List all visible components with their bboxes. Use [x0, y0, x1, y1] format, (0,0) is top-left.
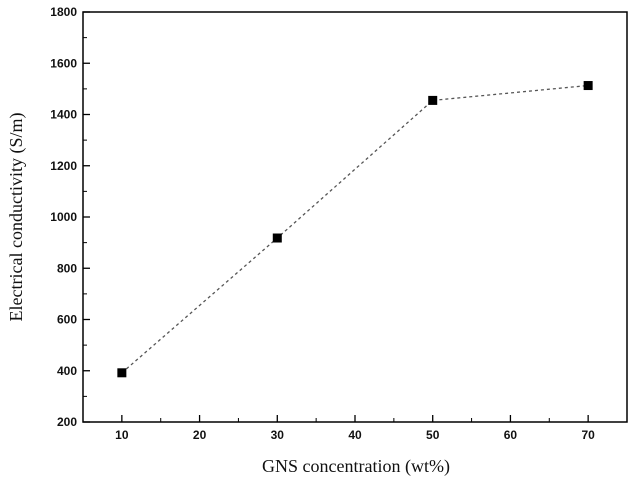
y-tick-label: 600	[57, 313, 77, 327]
x-axis-tick-labels: 10 20 30 40 50 60 70	[115, 428, 595, 442]
x-tick-label: 70	[581, 428, 595, 442]
x-tick-label: 50	[426, 428, 440, 442]
y-tick-label: 200	[57, 415, 77, 429]
data-point	[428, 95, 438, 105]
y-tick-label: 1000	[50, 210, 77, 224]
series-markers	[117, 81, 593, 378]
y-tick-label: 1600	[50, 56, 77, 70]
data-point	[117, 368, 127, 378]
y-axis-title: Electrical conductivity (S/m)	[6, 113, 27, 322]
x-tick-label: 60	[504, 428, 518, 442]
x-tick-label: 30	[271, 428, 285, 442]
x-axis-title: GNS concentration (wt%)	[262, 456, 450, 477]
x-tick-label: 10	[115, 428, 129, 442]
series-line	[121, 84, 589, 374]
y-tick-label: 1200	[50, 159, 77, 173]
y-tick-label: 400	[57, 364, 77, 378]
y-axis-tick-labels: 200 400 600 800 1000 1200 1400 1600 1800	[50, 5, 77, 429]
x-tick-label: 20	[193, 428, 207, 442]
y-tick-label: 1800	[50, 5, 77, 19]
data-point	[272, 233, 282, 243]
data-point	[583, 81, 593, 91]
y-axis-ticks	[83, 11, 90, 423]
y-tick-label: 800	[57, 261, 77, 275]
plot-frame	[82, 11, 628, 423]
x-tick-label: 40	[348, 428, 362, 442]
y-tick-label: 1400	[50, 108, 77, 122]
x-axis-ticks	[82, 415, 628, 422]
